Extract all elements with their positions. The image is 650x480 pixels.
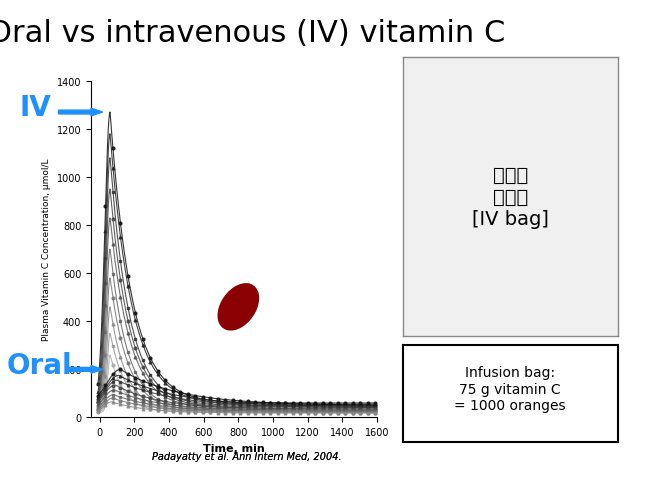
Text: 🍊🍊🍊
🍊🍊🍊
[IV bag]: 🍊🍊🍊 🍊🍊🍊 [IV bag]	[472, 166, 549, 228]
Text: Oral vs intravenous (IV) vitamin C: Oral vs intravenous (IV) vitamin C	[0, 19, 506, 48]
Text: Padayatty et al. Ann Intern Med, 2004.: Padayatty et al. Ann Intern Med, 2004.	[152, 451, 342, 461]
Text: IV: IV	[20, 94, 51, 122]
Y-axis label: Plasma Vitamin C Concentration, μmol/L: Plasma Vitamin C Concentration, μmol/L	[42, 158, 51, 341]
X-axis label: Time, min: Time, min	[203, 443, 265, 453]
Text: Infusion bag:
75 g vitamin C
= 1000 oranges: Infusion bag: 75 g vitamin C = 1000 oran…	[454, 366, 566, 412]
Text: Padayatty et al. Ann Intern Med, 2004.: Padayatty et al. Ann Intern Med, 2004.	[152, 451, 342, 461]
Text: Oral: Oral	[6, 351, 72, 379]
